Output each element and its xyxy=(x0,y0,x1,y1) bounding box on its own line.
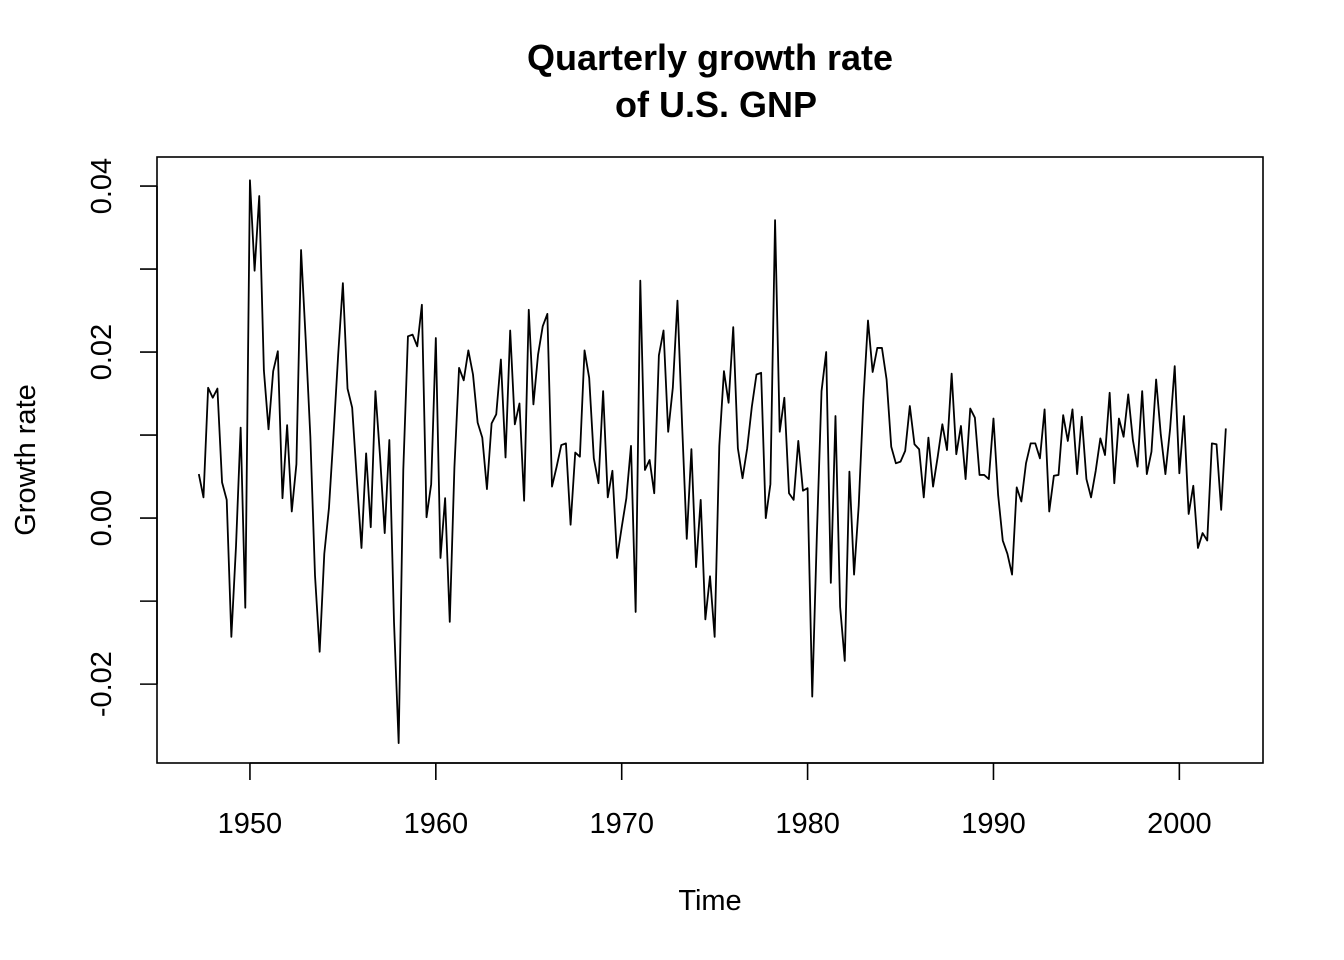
x-tick-label: 2000 xyxy=(1147,808,1212,840)
series-line xyxy=(197,179,1227,744)
y-tick-label: 0.04 xyxy=(86,158,118,214)
chart-title-line2: of U.S. GNP xyxy=(615,84,817,125)
y-tick-label: -0.02 xyxy=(86,651,118,717)
y-axis-label: Growth rate xyxy=(10,384,42,536)
chart-title-line1: Quarterly growth rate xyxy=(527,37,893,78)
x-axis: 1950 1960 1970 1980 1990 2000 xyxy=(218,762,1212,840)
x-tick-label: 1960 xyxy=(404,808,469,840)
x-tick-label: 1990 xyxy=(961,808,1026,840)
y-tick-label: 0.02 xyxy=(86,324,118,380)
x-tick-label: 1970 xyxy=(589,808,654,840)
y-axis: -0.02 0.00 0.02 0.04 xyxy=(86,158,158,717)
x-tick-label: 1980 xyxy=(775,808,840,840)
y-tick-label: 0.00 xyxy=(86,490,118,546)
x-tick-label: 1950 xyxy=(218,808,283,840)
x-axis-label: Time xyxy=(678,885,741,917)
